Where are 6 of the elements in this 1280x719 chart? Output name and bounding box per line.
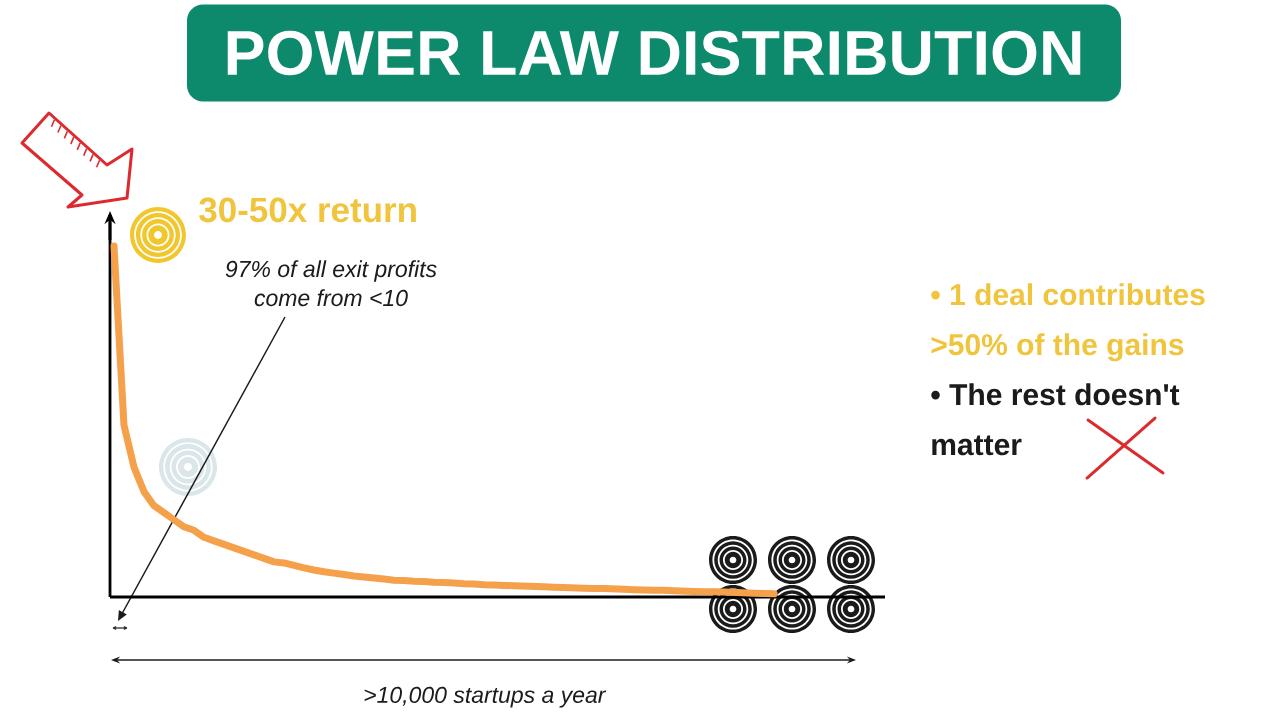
text: • 1 deal contributes >50% of the gains bbox=[931, 283, 1205, 362]
text: 30-50x return bbox=[199, 197, 416, 223]
chart-title: POWER LAW DISTRIBUTION bbox=[227, 30, 1081, 76]
annotation: 97% of all exit profits come from <10 bbox=[225, 260, 437, 307]
x-axis-title: >10,000 startups a year bbox=[364, 686, 607, 708]
text: • The rest doesn't matter bbox=[931, 383, 1180, 456]
